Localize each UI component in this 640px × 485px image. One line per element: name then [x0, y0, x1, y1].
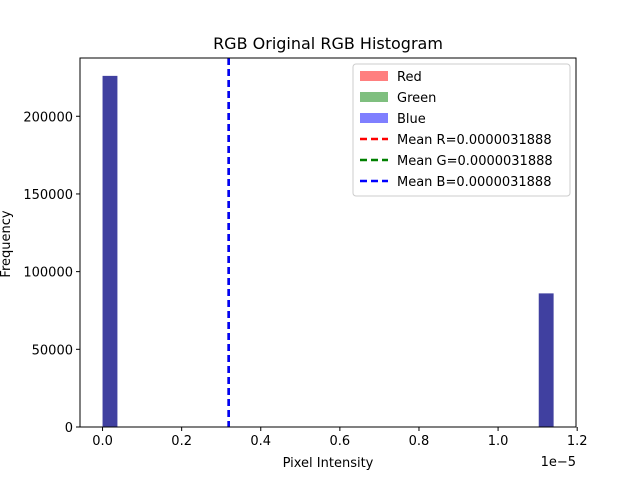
x-axis-ticks: 0.0 0.2 0.4 0.6 0.8 1.0 1.2 — [92, 427, 588, 449]
y-tick-label: 100000 — [23, 266, 73, 281]
x-tick-label: 0.4 — [250, 434, 271, 449]
legend-label: Mean B=0.0000031888 — [397, 175, 551, 190]
x-axis-label: Pixel Intensity — [283, 456, 374, 471]
y-tick-label: 0 — [65, 421, 73, 436]
x-tick-label: 1.0 — [488, 434, 509, 449]
x-tick-label: 1.2 — [567, 434, 588, 449]
plot-area — [79, 57, 577, 428]
x-axis-offset-label: 1e−5 — [541, 455, 576, 470]
legend: Red Green Blue Mean R=0.0000031888 Mean G=0.… — [352, 63, 571, 197]
y-axis-label: Frequency — [0, 210, 14, 277]
histogram-bar-0 — [102, 75, 118, 427]
legend-label: Red — [397, 70, 422, 85]
y-tick-label: 150000 — [23, 188, 73, 203]
y-axis-ticks: 0 50000 100000 150000 200000 — [23, 110, 80, 436]
legend-box — [352, 63, 571, 197]
histogram-bar-1 — [538, 293, 554, 427]
y-tick-label: 200000 — [23, 110, 73, 125]
legend-label: Green — [397, 91, 436, 106]
legend-label: Mean G=0.0000031888 — [397, 154, 553, 169]
x-tick-label: 0.8 — [409, 434, 430, 449]
legend-swatch-blue — [360, 113, 388, 123]
x-tick-label: 0.0 — [92, 434, 113, 449]
chart-title: RGB Original RGB Histogram — [213, 34, 443, 53]
x-tick-label: 0.6 — [330, 434, 351, 449]
legend-label: Mean R=0.0000031888 — [397, 133, 552, 148]
y-tick-label: 50000 — [32, 343, 73, 358]
axes-frame — [79, 57, 577, 428]
legend-swatch-green — [360, 92, 388, 102]
x-tick-label: 0.2 — [171, 434, 192, 449]
legend-swatch-red — [360, 71, 388, 81]
legend-label: Blue — [397, 112, 426, 127]
